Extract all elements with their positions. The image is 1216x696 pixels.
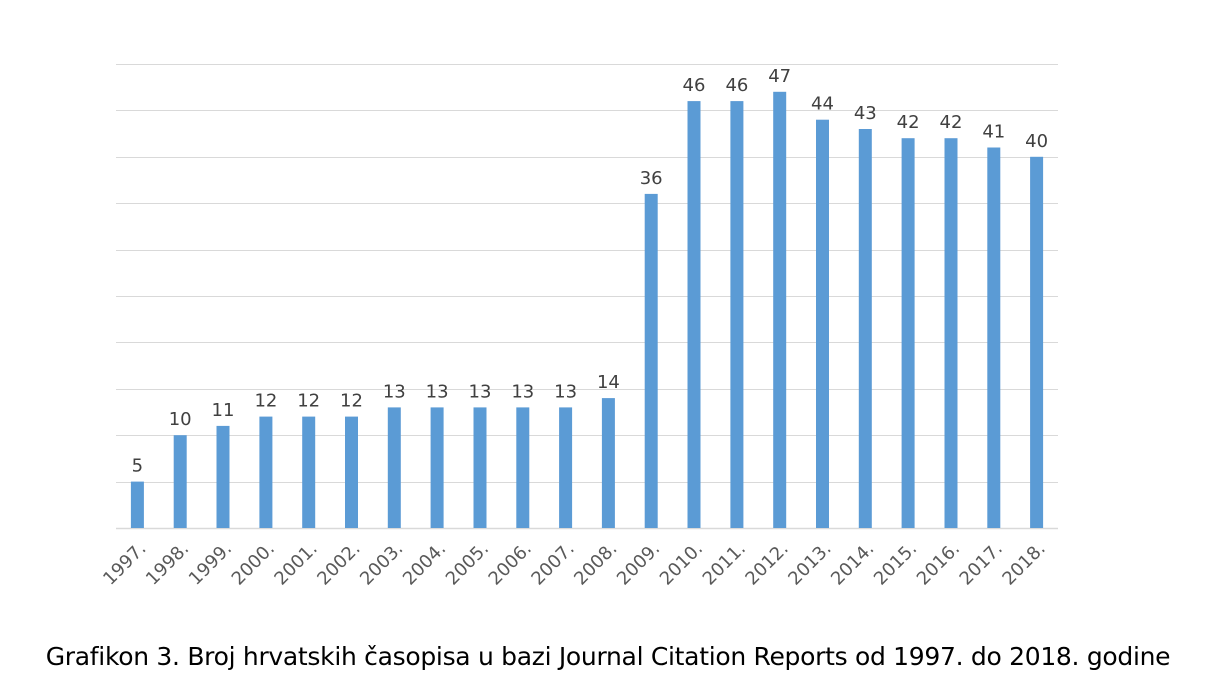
bar-2001 [302, 416, 316, 528]
data-label-1997: 5 [132, 456, 143, 477]
data-label-2003: 13 [383, 381, 406, 402]
x-tick-label-2003: 2003. [356, 538, 407, 589]
x-tick-label-2000: 2000. [228, 538, 279, 589]
bar-2004 [430, 407, 444, 528]
x-tick-label-2007: 2007. [527, 538, 578, 589]
x-tick-label-2002: 2002. [313, 538, 364, 589]
data-label-2015: 42 [897, 112, 920, 133]
bar-2005 [473, 407, 487, 528]
x-tick-label-1999: 1999. [185, 538, 236, 589]
x-tick-label-2008: 2008. [570, 538, 621, 589]
data-label-2007: 13 [554, 381, 577, 402]
data-label-2005: 13 [469, 381, 492, 402]
data-label-2016: 42 [940, 112, 963, 133]
chart-caption: Grafikon 3. Broj hrvatskih časopisa u ba… [45, 642, 1171, 671]
data-label-2001: 12 [297, 391, 320, 412]
x-tick-label-2006: 2006. [485, 538, 536, 589]
bar-1997 [130, 481, 144, 528]
bar-2013 [816, 119, 829, 528]
data-labels: 5 10 11 12 12 12 13 13 13 13 13 14 36 46 46 47 44 43 42 42 4… [132, 66, 1048, 477]
bar-2017 [987, 147, 1001, 528]
x-axis-tick-labels: 1997.1998.1999.2000.2001.2002.2003.2004.… [99, 538, 1049, 589]
data-label-2004: 13 [426, 381, 449, 402]
bar-2015 [901, 138, 915, 528]
x-tick-label-2012: 2012. [741, 538, 792, 589]
x-tick-label-1997: 1997. [99, 538, 150, 589]
x-tick-label-2015: 2015. [870, 538, 921, 589]
data-label-2002: 12 [340, 391, 363, 412]
x-tick-label-2014: 2014. [827, 538, 878, 589]
bars [130, 91, 1044, 529]
data-label-2017: 41 [982, 122, 1005, 143]
x-tick-label-2018: 2018. [998, 538, 1049, 589]
bar-2000 [259, 416, 273, 528]
x-tick-label-2001: 2001. [270, 538, 321, 589]
x-tick-label-2011: 2011. [699, 538, 750, 589]
bar-1998 [173, 435, 187, 528]
bar-1999 [216, 425, 230, 528]
x-tick-label-2005: 2005. [442, 538, 493, 589]
bar-2010 [687, 101, 701, 528]
x-tick-label-2009: 2009. [613, 538, 664, 589]
bar-2016 [944, 138, 958, 528]
data-label-1998: 10 [169, 409, 192, 430]
data-label-1999: 11 [212, 400, 235, 421]
data-label-2013: 44 [811, 94, 834, 115]
data-label-2018: 40 [1025, 131, 1048, 152]
data-label-2008: 14 [597, 372, 620, 393]
x-tick-label-2017: 2017. [956, 538, 1007, 589]
bar-2003 [387, 407, 401, 528]
x-tick-label-2004: 2004. [399, 538, 450, 589]
x-tick-label-2010: 2010. [656, 538, 707, 589]
data-label-2009: 36 [640, 168, 663, 189]
bar-2012 [773, 91, 787, 529]
bar-2008 [601, 398, 615, 528]
x-tick-label-2016: 2016. [913, 538, 964, 589]
bar-2007 [559, 407, 573, 528]
data-label-2011: 46 [725, 75, 748, 96]
gridlines [116, 64, 1058, 530]
data-label-2014: 43 [854, 103, 877, 124]
bar-2002 [345, 416, 358, 528]
data-label-2010: 46 [683, 75, 706, 96]
bar-2009 [644, 193, 658, 528]
data-label-2006: 13 [511, 381, 534, 402]
data-label-2012: 47 [768, 66, 791, 87]
bar-2014 [858, 129, 872, 528]
bar-2006 [516, 407, 530, 528]
data-label-2000: 12 [254, 391, 277, 412]
x-tick-label-1998: 1998. [142, 538, 193, 589]
bar-2018 [1030, 156, 1044, 529]
bar-2011 [730, 101, 744, 528]
x-tick-label-2013: 2013. [784, 538, 835, 589]
